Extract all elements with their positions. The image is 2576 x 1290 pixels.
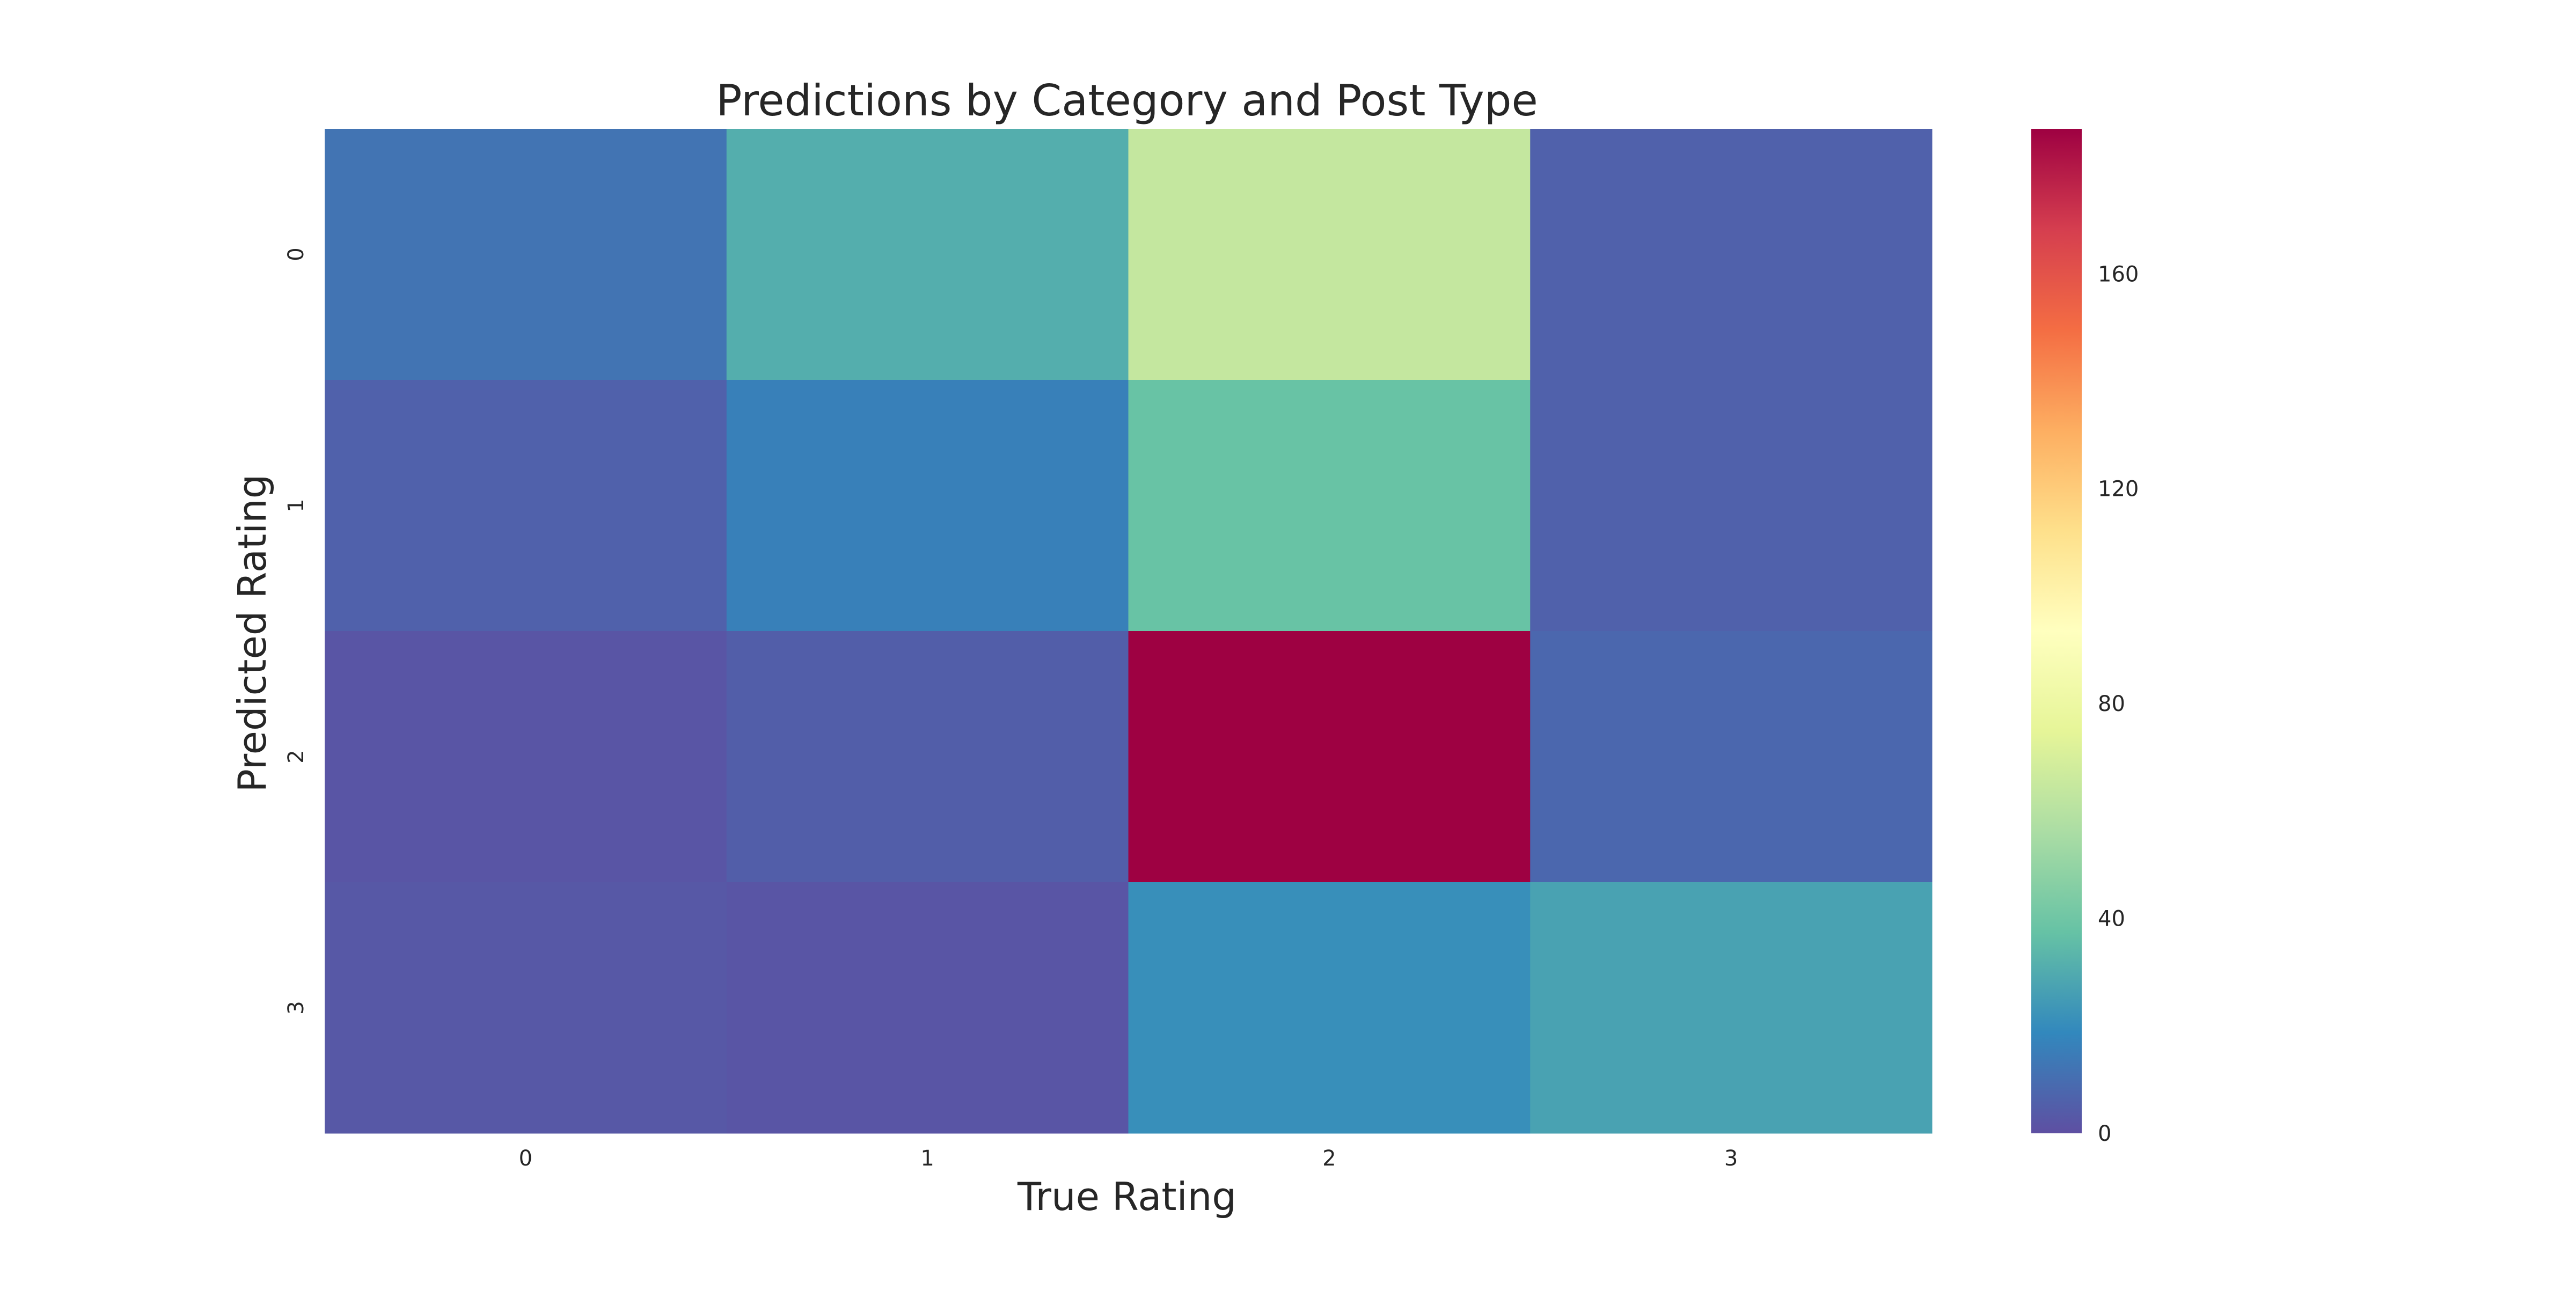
x-tick-labels: 0 1 2 3 bbox=[519, 1146, 1738, 1171]
heatmap-cells bbox=[325, 129, 1933, 1134]
heatmap-cell bbox=[1530, 882, 1933, 1134]
heatmap-cell bbox=[1128, 631, 1531, 883]
heatmap-cell bbox=[325, 631, 727, 883]
heatmap-cell bbox=[726, 380, 1129, 632]
heatmap-cell bbox=[1128, 882, 1531, 1134]
x-tick-label: 2 bbox=[1322, 1146, 1336, 1171]
y-tick-label: 2 bbox=[284, 750, 309, 763]
heatmap-cell bbox=[325, 882, 727, 1134]
heatmap-cell bbox=[1530, 129, 1933, 380]
chart-title: Predictions by Category and Post Type bbox=[716, 76, 1538, 126]
colorbar-tick-label: 0 bbox=[2098, 1122, 2111, 1146]
colorbar-tick-label: 40 bbox=[2098, 907, 2125, 932]
colorbar-tick-label: 80 bbox=[2098, 692, 2125, 716]
heatmap-cell bbox=[325, 129, 727, 380]
y-tick-label: 1 bbox=[284, 499, 309, 512]
heatmap-cell bbox=[1128, 380, 1531, 632]
heatmap-cell bbox=[325, 380, 727, 632]
colorbar-tick-label: 160 bbox=[2098, 262, 2139, 287]
heatmap-cell bbox=[1530, 380, 1933, 632]
y-tick-label: 0 bbox=[284, 247, 309, 261]
x-tick-label: 1 bbox=[920, 1146, 934, 1171]
heatmap-cell bbox=[726, 129, 1129, 380]
y-tick-label: 3 bbox=[284, 1001, 309, 1014]
x-tick-label: 0 bbox=[519, 1146, 532, 1171]
x-axis-label: True Rating bbox=[1017, 1174, 1236, 1219]
y-tick-labels: 0 1 2 3 bbox=[284, 247, 309, 1014]
heatmap-cell bbox=[726, 631, 1129, 883]
heatmap-cell bbox=[1128, 129, 1531, 380]
x-tick-label: 3 bbox=[1724, 1146, 1738, 1171]
colorbar bbox=[2031, 129, 2082, 1133]
colorbar-tick-label: 120 bbox=[2098, 477, 2139, 502]
heatmap-cell bbox=[726, 882, 1129, 1134]
y-axis-label: Predicted Rating bbox=[230, 474, 275, 792]
heatmap-cell bbox=[1530, 631, 1933, 883]
colorbar-tick-labels: 0 40 80 120 160 bbox=[2098, 262, 2139, 1146]
